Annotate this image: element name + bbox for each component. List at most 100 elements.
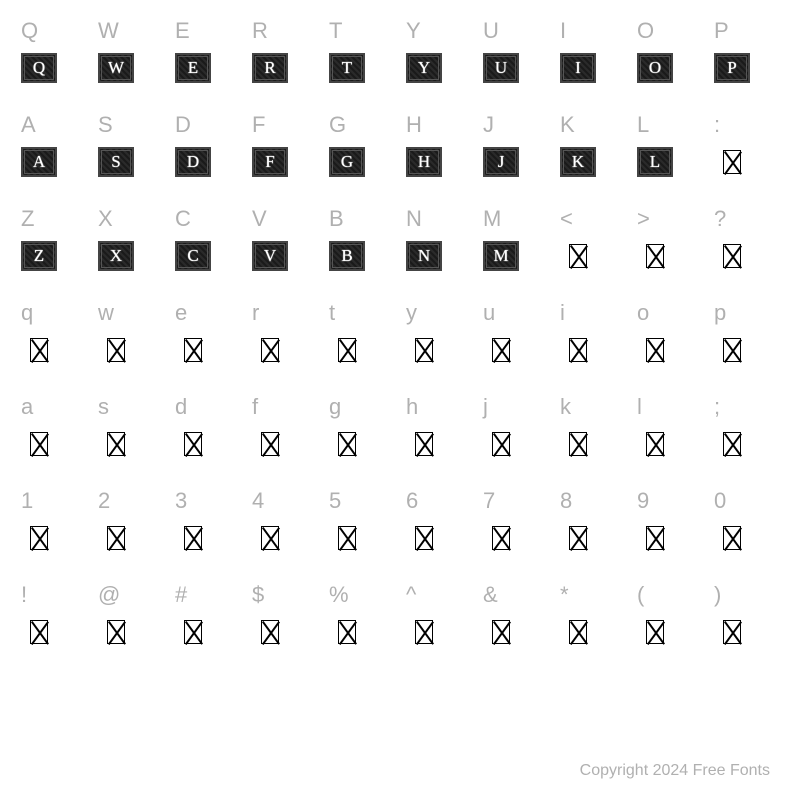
missing-glyph-icon xyxy=(107,338,125,362)
char-label: ^ xyxy=(406,582,416,608)
char-label: d xyxy=(175,394,187,420)
initial-cap-glyph: T xyxy=(329,53,365,83)
glyph-display xyxy=(483,618,519,646)
char-label: 2 xyxy=(98,488,110,514)
missing-glyph-icon xyxy=(30,432,48,456)
glyph-cell: ^ xyxy=(400,574,477,668)
glyph-display xyxy=(406,336,442,364)
missing-glyph-icon xyxy=(261,432,279,456)
glyph-cell: j xyxy=(477,386,554,480)
glyph-cell: k xyxy=(554,386,631,480)
char-label: 8 xyxy=(560,488,572,514)
glyph-display xyxy=(560,524,596,552)
char-label: @ xyxy=(98,582,120,608)
char-label: < xyxy=(560,206,573,232)
initial-cap-glyph: X xyxy=(98,241,134,271)
glyph-cell: p xyxy=(708,292,785,386)
glyph-cell: SS xyxy=(92,104,169,198)
glyph-cell: HH xyxy=(400,104,477,198)
glyph-display: Y xyxy=(406,54,442,82)
char-label: q xyxy=(21,300,33,326)
glyph-cell: 0 xyxy=(708,480,785,574)
glyph-display: P xyxy=(714,54,750,82)
initial-cap-glyph: Z xyxy=(21,241,57,271)
missing-glyph-icon xyxy=(646,620,664,644)
glyph-display xyxy=(714,524,750,552)
initial-cap-glyph: I xyxy=(560,53,596,83)
glyph-cell: OO xyxy=(631,10,708,104)
char-label: $ xyxy=(252,582,264,608)
glyph-display xyxy=(637,618,673,646)
glyph-display: E xyxy=(175,54,211,82)
glyph-cell: PP xyxy=(708,10,785,104)
glyph-display xyxy=(406,524,442,552)
glyph-display: V xyxy=(252,242,288,270)
glyph-cell: ! xyxy=(15,574,92,668)
char-label: e xyxy=(175,300,187,326)
glyph-display: J xyxy=(483,148,519,176)
glyph-cell: KK xyxy=(554,104,631,198)
initial-cap-glyph: N xyxy=(406,241,442,271)
glyph-display xyxy=(406,430,442,458)
char-label: J xyxy=(483,112,494,138)
char-label: o xyxy=(637,300,649,326)
char-label: W xyxy=(98,18,119,44)
char-label: s xyxy=(98,394,109,420)
glyph-cell: @ xyxy=(92,574,169,668)
glyph-display: C xyxy=(175,242,211,270)
char-label: ( xyxy=(637,582,644,608)
glyph-display: D xyxy=(175,148,211,176)
glyph-cell: DD xyxy=(169,104,246,198)
char-label: E xyxy=(175,18,190,44)
initial-cap-glyph: H xyxy=(406,147,442,177)
glyph-display xyxy=(329,618,365,646)
char-label: y xyxy=(406,300,417,326)
glyph-display: Z xyxy=(21,242,57,270)
char-label: h xyxy=(406,394,418,420)
missing-glyph-icon xyxy=(492,526,510,550)
missing-glyph-icon xyxy=(261,620,279,644)
missing-glyph-icon xyxy=(492,338,510,362)
char-label: I xyxy=(560,18,566,44)
glyph-cell: 1 xyxy=(15,480,92,574)
char-label: U xyxy=(483,18,499,44)
initial-cap-glyph: B xyxy=(329,241,365,271)
initial-cap-glyph: F xyxy=(252,147,288,177)
char-label: D xyxy=(175,112,191,138)
missing-glyph-icon xyxy=(569,620,587,644)
glyph-cell: 9 xyxy=(631,480,708,574)
char-label: 7 xyxy=(483,488,495,514)
char-label: V xyxy=(252,206,267,232)
char-label: C xyxy=(175,206,191,232)
glyph-cell: a xyxy=(15,386,92,480)
glyph-cell: o xyxy=(631,292,708,386)
missing-glyph-icon xyxy=(569,338,587,362)
glyph-display: R xyxy=(252,54,288,82)
glyph-display: H xyxy=(406,148,442,176)
initial-cap-glyph: U xyxy=(483,53,519,83)
char-label: ? xyxy=(714,206,726,232)
glyph-cell: CC xyxy=(169,198,246,292)
glyph-cell: WW xyxy=(92,10,169,104)
glyph-cell: QQ xyxy=(15,10,92,104)
missing-glyph-icon xyxy=(723,338,741,362)
char-label: R xyxy=(252,18,268,44)
char-label: : xyxy=(714,112,720,138)
glyph-display: L xyxy=(637,148,673,176)
char-label: g xyxy=(329,394,341,420)
glyph-display xyxy=(98,430,134,458)
missing-glyph-icon xyxy=(723,620,741,644)
initial-cap-glyph: E xyxy=(175,53,211,83)
glyph-display xyxy=(21,524,57,552)
char-label: w xyxy=(98,300,114,326)
char-label: & xyxy=(483,582,498,608)
char-label: # xyxy=(175,582,187,608)
missing-glyph-icon xyxy=(261,526,279,550)
glyph-cell: ) xyxy=(708,574,785,668)
glyph-cell: $ xyxy=(246,574,323,668)
missing-glyph-icon xyxy=(723,432,741,456)
glyph-cell: q xyxy=(15,292,92,386)
char-label: i xyxy=(560,300,565,326)
glyph-cell: ? xyxy=(708,198,785,292)
glyph-cell: i xyxy=(554,292,631,386)
